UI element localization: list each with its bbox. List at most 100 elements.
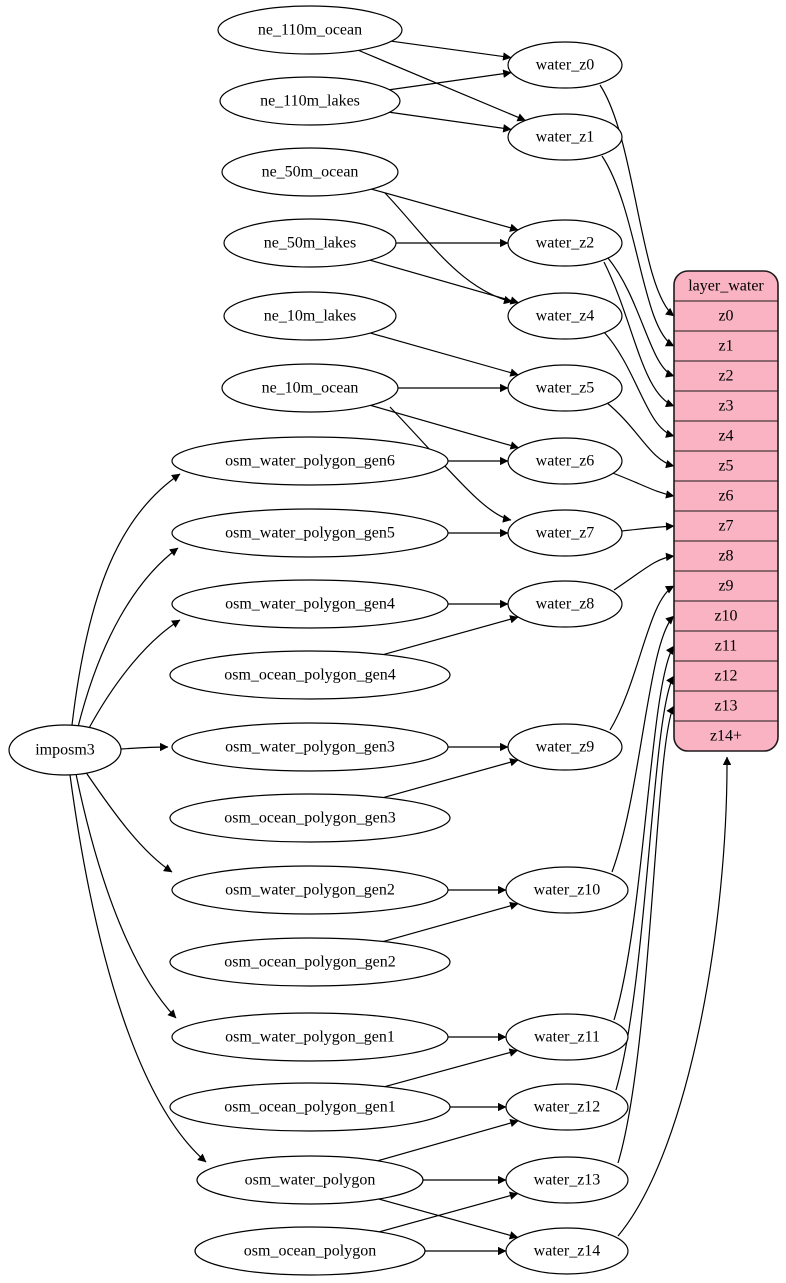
node-shape-ne_10m_lakes <box>223 291 397 341</box>
edge-water_z14-to-row-z14+ <box>617 756 732 1237</box>
node-label-water_z8: water_z8 <box>536 596 595 613</box>
node-shape-water_z5 <box>507 364 623 412</box>
node-label-ne_50m_lakes: ne_50m_lakes <box>264 235 356 252</box>
edge-water_z5-to-row-z5 <box>605 401 675 469</box>
edge-imposm3-to-osm_water_polygon_gen4 <box>87 619 181 731</box>
edge-water_z6-to-row-z6 <box>609 471 675 499</box>
record-row-z14+: z14+ <box>710 728 742 745</box>
edge-water_z8-to-row-z8 <box>613 552 675 591</box>
node-shape-water_z8 <box>507 580 623 628</box>
edge-osm_ocean_polygon_gen3-to-water_z9 <box>383 758 519 799</box>
edge-ne_110m_lakes-to-water_z1 <box>389 111 512 133</box>
record-row-z11: z11 <box>715 638 738 655</box>
node-ne_10m_ocean: ne_10m_ocean <box>221 363 399 413</box>
node-label-osm_water_polygon_gen6: osm_water_polygon_gen6 <box>225 453 395 470</box>
node-label-water_z11: water_z11 <box>534 1029 600 1046</box>
node-shape-water_z11 <box>505 1013 629 1061</box>
node-label-osm_ocean_polygon_gen3: osm_ocean_polygon_gen3 <box>224 810 396 827</box>
node-shape-water_z12 <box>505 1083 629 1131</box>
node-shape-ne_10m_ocean <box>221 363 399 413</box>
node-label-ne_10m_lakes: ne_10m_lakes <box>264 308 356 325</box>
node-shape-water_z14 <box>505 1227 629 1275</box>
node-label-water_z12: water_z12 <box>534 1099 601 1116</box>
record-row-z8: z8 <box>718 548 733 565</box>
node-ne_50m_lakes: ne_50m_lakes <box>223 218 397 268</box>
edge-water_z4-to-row-z4 <box>603 331 675 438</box>
node-osm_water_polygon_gen4: osm_water_polygon_gen4 <box>171 579 449 629</box>
edge-ne_110m_ocean-to-water_z1 <box>358 49 526 122</box>
node-shape-osm_ocean_polygon_gen2 <box>169 937 451 987</box>
node-shape-ne_110m_lakes <box>219 76 401 126</box>
node-label-ne_110m_ocean: ne_110m_ocean <box>258 22 362 39</box>
node-label-osm_water_polygon_gen4: osm_water_polygon_gen4 <box>225 596 395 613</box>
node-shape-ne_50m_lakes <box>223 218 397 268</box>
record-row-z12: z12 <box>714 668 737 685</box>
node-shape-osm_water_polygon_gen3 <box>171 722 449 772</box>
node-shape-water_z10 <box>505 866 629 914</box>
node-water_z5: water_z5 <box>507 364 623 412</box>
node-water_z13: water_z13 <box>505 1156 629 1204</box>
node-shape-osm_ocean_polygon_gen4 <box>169 650 451 700</box>
node-water_z7: water_z7 <box>507 509 623 557</box>
record-layer-water: layer_water z0 z1 z2 z3 z4 z5 z6 z7 z8 z9 z10 z11 z12… <box>673 270 779 752</box>
node-label-water_z5: water_z5 <box>536 380 595 397</box>
edge-ne_50m_ocean-to-water_z4 <box>384 192 513 305</box>
node-shape-water_z4 <box>507 292 623 340</box>
node-label-water_z2: water_z2 <box>536 235 595 252</box>
node-osm_water_polygon_gen1: osm_water_polygon_gen1 <box>171 1012 449 1062</box>
node-ne_10m_lakes: ne_10m_lakes <box>223 291 397 341</box>
node-water_z1: water_z1 <box>507 113 623 161</box>
node-osm_water_polygon_gen2: osm_water_polygon_gen2 <box>171 865 449 915</box>
node-label-ne_10m_ocean: ne_10m_ocean <box>262 380 359 397</box>
node-label-water_z6: water_z6 <box>536 453 595 470</box>
node-osm_ocean_polygon_gen2: osm_ocean_polygon_gen2 <box>169 937 451 987</box>
node-shape-water_z7 <box>507 509 623 557</box>
record-row-z4: z4 <box>718 428 733 445</box>
node-shape-osm_water_polygon_gen4 <box>171 579 449 629</box>
edge-water_z10-to-row-z10 <box>611 615 675 873</box>
node-water_z6: water_z6 <box>507 437 623 485</box>
node-label-ne_50m_ocean: ne_50m_ocean <box>262 164 359 181</box>
node-shape-water_z0 <box>507 41 623 89</box>
edge-ne_110m_lakes-to-water_z0 <box>389 69 512 91</box>
node-label-water_z13: water_z13 <box>534 1172 601 1189</box>
node-osm_water_polygon_gen3: osm_water_polygon_gen3 <box>171 722 449 772</box>
edge-ne_110m_ocean-to-water_z0 <box>391 40 512 61</box>
record-row-z13: z13 <box>714 698 737 715</box>
record-row-z6: z6 <box>718 488 733 505</box>
edge-osm_ocean_polygon_gen2-to-water_z10 <box>382 901 519 943</box>
node-shape-osm_water_polygon_gen2 <box>171 865 449 915</box>
node-shape-water_z13 <box>505 1156 629 1204</box>
node-label-osm_water_polygon_gen5: osm_water_polygon_gen5 <box>225 525 395 542</box>
edge-osm_ocean_polygon_gen4-to-water_z8 <box>383 615 519 656</box>
node-osm_water_polygon_gen5: osm_water_polygon_gen5 <box>171 508 449 558</box>
edge-osm_ocean_polygon_gen1-to-water_z11 <box>384 1048 518 1088</box>
edge-imposm3-to-osm_water_polygon_gen5 <box>77 547 179 728</box>
node-label-water_z0: water_z0 <box>536 57 595 74</box>
node-shape-water_z1 <box>507 113 623 161</box>
edge-imposm3-to-osm_water_polygon_gen3 <box>120 742 169 752</box>
node-label-water_z9: water_z9 <box>536 739 595 756</box>
node-label-osm_ocean_polygon: osm_ocean_polygon <box>244 1243 376 1260</box>
node-label-osm_water_polygon_gen1: osm_water_polygon_gen1 <box>225 1029 395 1046</box>
record-row-z2: z2 <box>718 368 733 385</box>
edge-ne_10m_ocean-to-water_z6 <box>370 404 519 450</box>
record-row-z10: z10 <box>714 608 737 625</box>
node-water_z10: water_z10 <box>505 866 629 914</box>
record-row-z0: z0 <box>718 308 733 325</box>
node-shape-water_z9 <box>507 723 623 771</box>
node-osm_water_polygon: osm_water_polygon <box>196 1155 424 1205</box>
node-water_z12: water_z12 <box>505 1083 629 1131</box>
node-water_z8: water_z8 <box>507 580 623 628</box>
node-shape-osm_water_polygon_gen6 <box>171 436 449 486</box>
node-shape-ne_50m_ocean <box>221 147 399 197</box>
node-label-osm_ocean_polygon_gen2: osm_ocean_polygon_gen2 <box>224 954 396 971</box>
record-row-z3: z3 <box>718 398 733 415</box>
node-shape-water_z6 <box>507 437 623 485</box>
node-shape-imposm3 <box>8 724 122 776</box>
node-shape-osm_ocean_polygon <box>194 1226 426 1276</box>
node-osm_water_polygon_gen6: osm_water_polygon_gen6 <box>171 436 449 486</box>
edge-water_z11-to-row-z11 <box>613 645 675 1021</box>
node-label-water_z7: water_z7 <box>536 525 595 542</box>
